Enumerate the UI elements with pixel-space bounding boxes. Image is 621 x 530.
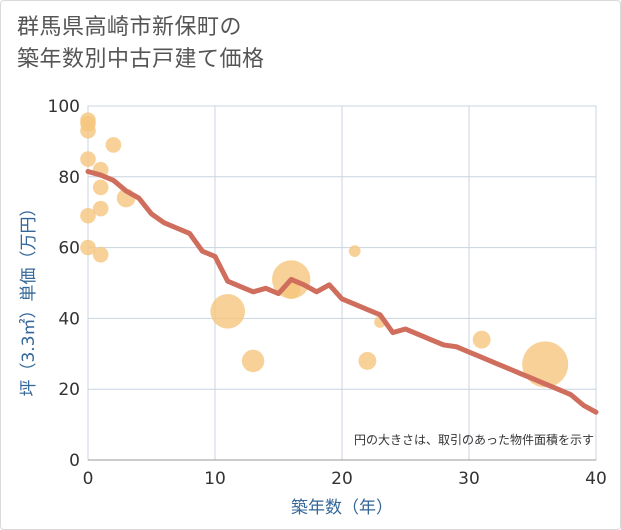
x-tick-label: 20 [331,469,353,489]
trend-line-layer [85,168,599,415]
bubble-point [241,349,265,373]
bubble-point [92,179,109,196]
x-tick-label: 40 [585,469,607,489]
x-tick-label: 30 [458,469,480,489]
bubble-size-note: 円の大きさは、取引のあった物件面積を示す [354,432,594,447]
bubble-point [358,351,377,370]
y-tick-label: 100 [48,97,80,117]
y-axis-label: 坪（3.3㎡）単価（万円） [19,199,39,396]
y-tick-label: 80 [58,168,80,188]
bubble-point [80,122,96,139]
bubble-point [210,294,245,329]
y-tick-label: 0 [69,451,80,471]
chart-title: 群馬県高崎市新保町の 築年数別中古戸建て価格 [17,12,265,76]
average-price-line [85,168,599,415]
bubble-point [105,137,122,153]
bubble-point [522,341,569,388]
bubble-point [92,200,109,217]
title-line-1: 群馬県高崎市新保町の [17,15,243,40]
bubble-point [80,239,96,256]
bubble-point [80,151,96,167]
y-tick-label: 60 [58,239,80,259]
bubble-layer [80,112,569,388]
x-axis-label: 築年数（年） [291,498,393,518]
tick-labels: 0 10 20 30 40 0 20 40 60 80 100 [48,97,607,489]
y-tick-label: 20 [58,380,80,400]
x-tick-label: 10 [204,469,226,489]
bubble-point [92,246,109,263]
y-tick-label: 40 [58,309,80,329]
bubble-point [348,245,361,258]
title-line-2: 築年数別中古戸建て価格 [17,47,265,72]
bubble-point [472,330,491,349]
grid-lines [88,106,596,461]
bubble-point [80,207,96,224]
x-tick-label: 0 [83,469,94,489]
